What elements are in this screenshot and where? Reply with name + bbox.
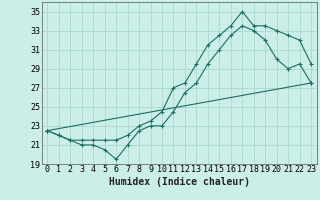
X-axis label: Humidex (Indice chaleur): Humidex (Indice chaleur)	[109, 177, 250, 187]
